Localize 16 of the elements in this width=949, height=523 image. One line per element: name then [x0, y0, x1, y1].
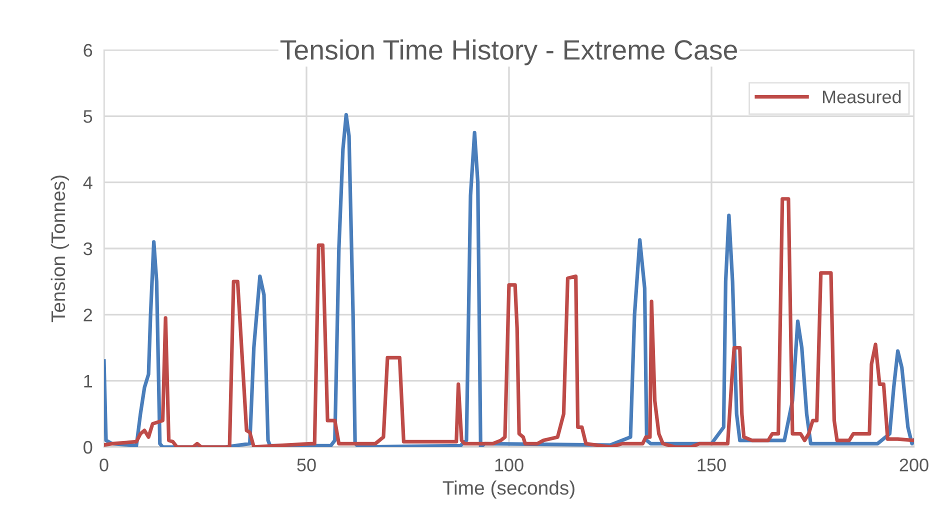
y-tick-label: 0 [84, 440, 92, 454]
y-tick-label: 3 [84, 242, 92, 256]
y-tick-label: 4 [83, 176, 92, 189]
y-tick-label: 6 [84, 44, 92, 57]
y-tick-label: 1 [84, 374, 92, 388]
y-tick-label: 5 [84, 110, 92, 123]
x-tick-label: 150 [698, 458, 726, 472]
x-axis-title: Time (seconds) [442, 480, 574, 499]
x-tick-label: 0 [100, 458, 108, 472]
x-tick-label: 200 [900, 458, 928, 472]
y-tick-label: 2 [84, 308, 92, 322]
y-axis-title: Tension (Tonnes) [50, 176, 69, 322]
legend-label: Measured [823, 90, 901, 104]
x-tick-label: 50 [297, 458, 316, 472]
chart-title: Tension Time History - Extreme Case [280, 39, 738, 66]
x-tick-label: 100 [495, 458, 524, 472]
